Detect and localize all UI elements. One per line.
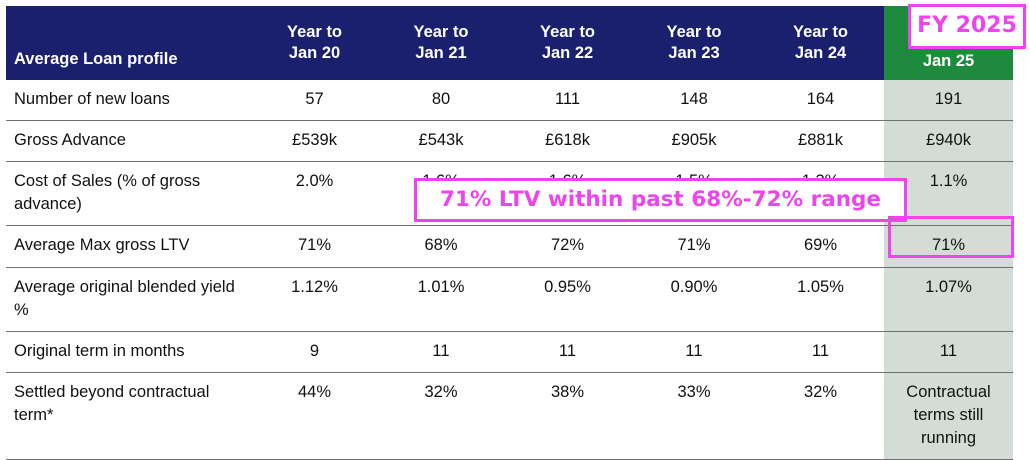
cell: 1.07% <box>884 267 1013 332</box>
row-label: Settled beyond contractual term* <box>6 372 251 460</box>
table-row: Number of new loans 57 80 111 148 164 19… <box>6 80 1013 121</box>
row-label: Number of new loans <box>6 80 251 121</box>
cell: 164 <box>757 80 884 121</box>
cell: 0.90% <box>631 267 757 332</box>
cell: 148 <box>631 80 757 121</box>
col-header-jan22: Year to Jan 22 <box>504 6 631 80</box>
col-header-jan24: Year to Jan 24 <box>757 6 884 80</box>
cell: Contractual terms still running <box>884 372 1013 460</box>
row-label: Original term in months <box>6 331 251 373</box>
fy-2025-annotation: FY 2025 <box>908 4 1026 49</box>
ltv-highlight-box <box>888 216 1014 258</box>
cell: 2.0% <box>251 161 378 226</box>
table-row: Average original blended yield % 1.12% 1… <box>6 267 1013 332</box>
table-row: Original term in months 9 11 11 11 11 11 <box>6 331 1013 373</box>
cell: 57 <box>251 80 378 121</box>
loan-profile-table: Average Loan profile Year to Jan 20 Year … <box>6 6 1013 460</box>
cell: £543k <box>378 120 504 162</box>
cell: £905k <box>631 120 757 162</box>
cell: 9 <box>251 331 378 373</box>
col-header-jan23: Year to Jan 23 <box>631 6 757 80</box>
cell: 11 <box>757 331 884 373</box>
header-label: Average Loan profile <box>6 6 251 80</box>
cell: 80 <box>378 80 504 121</box>
cell: 0.95% <box>504 267 631 332</box>
cell: £618k <box>504 120 631 162</box>
table-row: Settled beyond contractual term* 44% 32%… <box>6 372 1013 460</box>
header-row: Average Loan profile Year to Jan 20 Year … <box>6 6 1013 80</box>
cell: 1.05% <box>757 267 884 332</box>
cell: £940k <box>884 120 1013 162</box>
cell: 44% <box>251 372 378 460</box>
cell: 71% <box>884 225 1013 268</box>
cell: 71% <box>631 225 757 268</box>
cell: £539k <box>251 120 378 162</box>
table-row: Average Max gross LTV 71% 68% 72% 71% 69… <box>6 225 1013 268</box>
cell: 111 <box>504 80 631 121</box>
cell: 38% <box>504 372 631 460</box>
table-row: Gross Advance £539k £543k £618k £905k £8… <box>6 120 1013 162</box>
cell: 32% <box>378 372 504 460</box>
cell: 1.01% <box>378 267 504 332</box>
ltv-range-annotation: 71% LTV within past 68%-72% range <box>414 178 907 222</box>
cell: 68% <box>378 225 504 268</box>
cell: 71% <box>251 225 378 268</box>
cell: 72% <box>504 225 631 268</box>
row-label: Cost of Sales (% of gross advance) <box>6 161 251 226</box>
cell: 191 <box>884 80 1013 121</box>
cell: 33% <box>631 372 757 460</box>
cell: 32% <box>757 372 884 460</box>
col-header-jan21: Year to Jan 21 <box>378 6 504 80</box>
cell: 69% <box>757 225 884 268</box>
row-label: Average Max gross LTV <box>6 225 251 268</box>
row-label: Gross Advance <box>6 120 251 162</box>
cell: 11 <box>504 331 631 373</box>
cell: 11 <box>631 331 757 373</box>
cell: 1.12% <box>251 267 378 332</box>
cell: £881k <box>757 120 884 162</box>
cell: 11 <box>378 331 504 373</box>
row-label: Average original blended yield % <box>6 267 251 332</box>
col-header-jan20: Year to Jan 20 <box>251 6 378 80</box>
cell: 11 <box>884 331 1013 373</box>
